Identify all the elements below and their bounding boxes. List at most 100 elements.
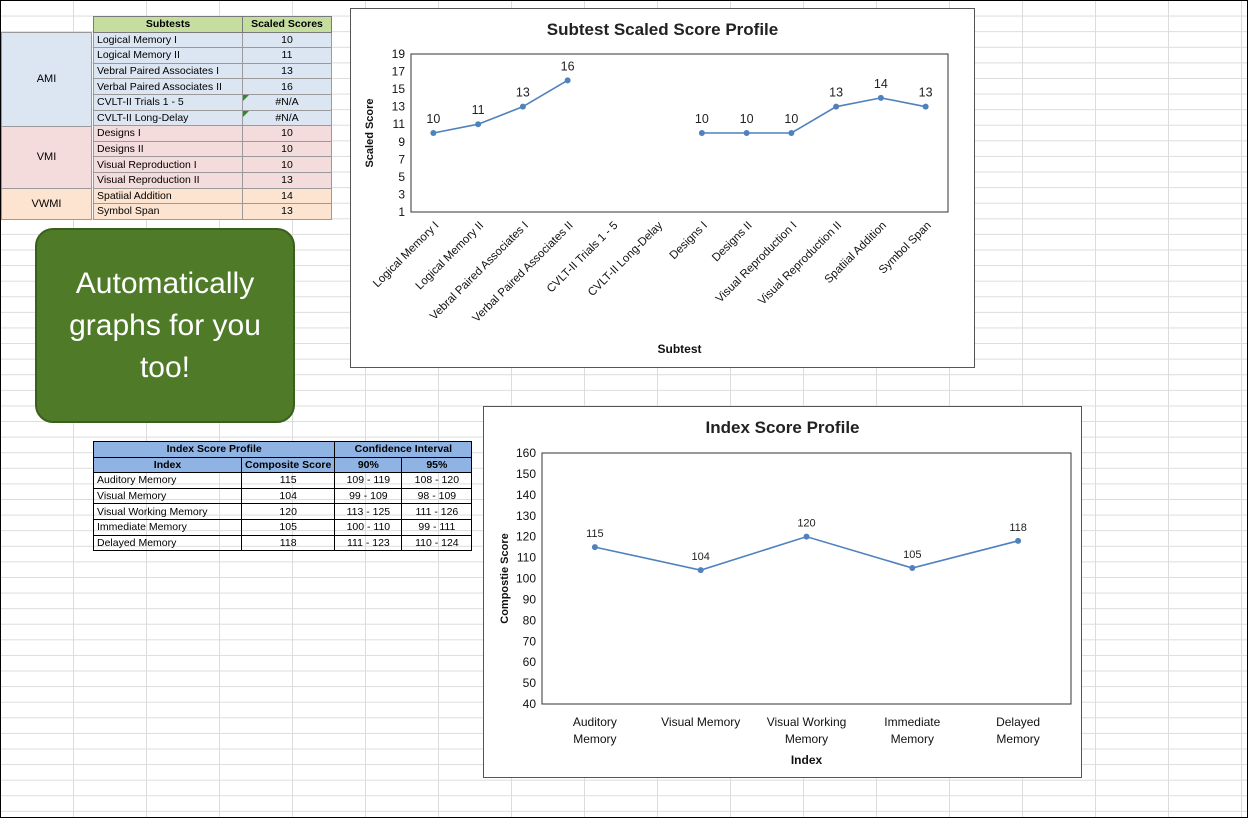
composite-score-cell[interactable]: 118 [240, 534, 336, 552]
subtest-row: Designs II 10 [93, 140, 332, 158]
ci-95-cell[interactable]: 98 - 109 [401, 487, 473, 505]
scaled-score-cell[interactable]: #N/A [242, 109, 332, 127]
composite-score-cell[interactable]: 105 [240, 518, 336, 536]
index-name-cell[interactable]: Delayed Memory [93, 534, 242, 552]
data-point [833, 103, 840, 110]
y-tick-label: 9 [398, 135, 405, 149]
y-tick-label: 13 [392, 100, 406, 114]
data-point [803, 533, 810, 540]
ci-90-cell[interactable]: 100 - 110 [334, 518, 403, 536]
subtest-name-cell[interactable]: Symbol Span [93, 203, 243, 220]
subtests-header[interactable]: Subtests [93, 16, 243, 33]
y-axis-label: Compostie Score [499, 533, 511, 623]
group-label-0[interactable]: AMI [1, 32, 92, 127]
subtest-row: CVLT-II Trials 1 - 5 #N/A [93, 93, 332, 111]
chart-title: Subtest Scaled Score Profile [547, 20, 778, 39]
index-name-cell[interactable]: Auditory Memory [93, 472, 242, 489]
y-tick-label: 17 [392, 65, 406, 79]
subtest-name-cell[interactable]: Logical Memory I [93, 31, 243, 49]
index-header[interactable]: Index [93, 456, 242, 474]
data-point [591, 544, 598, 551]
group-label-1[interactable]: VMI [1, 125, 92, 189]
ci-90-header[interactable]: 90% [334, 456, 403, 474]
index-row: Immediate Memory 105 100 - 110 99 - 111 [93, 518, 473, 536]
data-point [1015, 537, 1022, 544]
data-label: 14 [874, 77, 888, 91]
y-tick-label: 150 [516, 467, 536, 481]
ci-95-cell[interactable]: 111 - 126 [401, 503, 473, 520]
plot-area [541, 452, 1072, 705]
scaled-score-cell[interactable]: #N/A [242, 93, 332, 111]
ci-90-cell[interactable]: 109 - 119 [334, 472, 403, 489]
composite-score-header[interactable]: Composite Score [240, 456, 336, 474]
ci-90-cell[interactable]: 113 - 125 [334, 503, 403, 520]
index-name-cell[interactable]: Immediate Memory [93, 518, 242, 536]
subtest-name-cell[interactable]: Visual Reproduction II [93, 171, 243, 189]
scaled-score-cell[interactable]: 11 [242, 47, 332, 64]
scaled-score-cell[interactable]: 10 [242, 156, 332, 173]
x-tick-label: Designs II [710, 220, 755, 265]
x-axis-label: Index [791, 753, 823, 767]
composite-score-cell[interactable]: 120 [240, 503, 336, 520]
scaled-scores-header[interactable]: Scaled Scores [242, 16, 332, 33]
composite-score-cell[interactable]: 115 [240, 472, 336, 489]
subtest-name-cell[interactable]: CVLT-II Trials 1 - 5 [93, 93, 243, 111]
scaled-score-cell[interactable]: 13 [242, 203, 332, 220]
subtest-name-cell[interactable]: Spatiial Addition [93, 187, 243, 205]
subtest-name-cell[interactable]: Verbal Paired Associates II [93, 78, 243, 95]
x-tick-label: CVLT-II Long-Delay [586, 219, 665, 298]
scaled-score-cell[interactable]: 14 [242, 187, 332, 205]
data-point [519, 103, 526, 110]
subtest-chart-box[interactable]: Subtest Scaled Score Profile 1 3 5 7 9 11 13 15 1… [350, 8, 975, 368]
index-row: Visual Working Memory 120 113 - 125 111 - 1… [93, 503, 473, 520]
composite-score-cell[interactable]: 104 [240, 487, 336, 505]
y-tick-label: 7 [398, 152, 405, 166]
data-label: 118 [1009, 522, 1027, 534]
subtest-row: Logical Memory I 10 [93, 31, 332, 49]
series-line [701, 97, 926, 134]
y-tick-label: 60 [523, 655, 537, 669]
y-axis-label: Scaled Score [364, 98, 376, 167]
data-label: 13 [516, 86, 530, 100]
y-tick-label: 140 [516, 488, 536, 502]
scaled-score-cell[interactable]: 13 [242, 171, 332, 189]
group-label-2[interactable]: VWMI [1, 188, 92, 221]
data-point [475, 121, 482, 128]
scaled-score-cell[interactable]: 10 [242, 140, 332, 158]
y-tick-label: 50 [523, 676, 537, 690]
ci-95-cell[interactable]: 110 - 124 [401, 534, 473, 552]
data-label: 105 [903, 549, 921, 561]
y-tick-label: 1 [398, 205, 405, 219]
subtest-name-cell[interactable]: Designs I [93, 125, 243, 142]
y-tick-label: 5 [398, 170, 405, 184]
scaled-score-cell[interactable]: 13 [242, 62, 332, 80]
series-line [594, 535, 1019, 571]
scaled-score-cell[interactable]: 16 [242, 78, 332, 95]
ci-95-cell[interactable]: 108 - 120 [401, 472, 473, 489]
ci-95-header[interactable]: 95% [401, 456, 473, 474]
subtest-name-cell[interactable]: CVLT-II Long-Delay [93, 109, 243, 127]
ci-90-cell[interactable]: 111 - 123 [334, 534, 403, 552]
plot-area [410, 53, 949, 213]
scaled-score-cell[interactable]: 10 [242, 125, 332, 142]
y-tick-label: 80 [523, 613, 537, 627]
subtest-name-cell[interactable]: Designs II [93, 140, 243, 158]
data-label: 10 [695, 112, 709, 126]
y-tick-label: 11 [393, 117, 406, 131]
confidence-interval-title[interactable]: Confidence Interval [334, 441, 473, 458]
subtest-row: Logical Memory II 11 [93, 47, 332, 64]
subtest-name-cell[interactable]: Logical Memory II [93, 47, 243, 64]
callout-text: Automatically graphs for you too! [69, 266, 261, 384]
index-name-cell[interactable]: Visual Memory [93, 487, 242, 505]
subtest-name-cell[interactable]: Visual Reproduction I [93, 156, 243, 173]
series-line [433, 79, 569, 134]
ci-90-cell[interactable]: 99 - 109 [334, 487, 403, 505]
subtest-name-cell[interactable]: Vebral Paired Associates I [93, 62, 243, 80]
index-table-title[interactable]: Index Score Profile [92, 441, 336, 458]
y-tick-label: 100 [516, 572, 536, 586]
data-point [430, 130, 437, 136]
scaled-score-cell[interactable]: 10 [242, 31, 332, 49]
index-chart-box[interactable]: Index Score Profile 40 50 60 70 80 90 100 110 120… [483, 406, 1082, 778]
ci-95-cell[interactable]: 99 - 111 [401, 518, 473, 536]
index-name-cell[interactable]: Visual Working Memory [93, 503, 242, 520]
